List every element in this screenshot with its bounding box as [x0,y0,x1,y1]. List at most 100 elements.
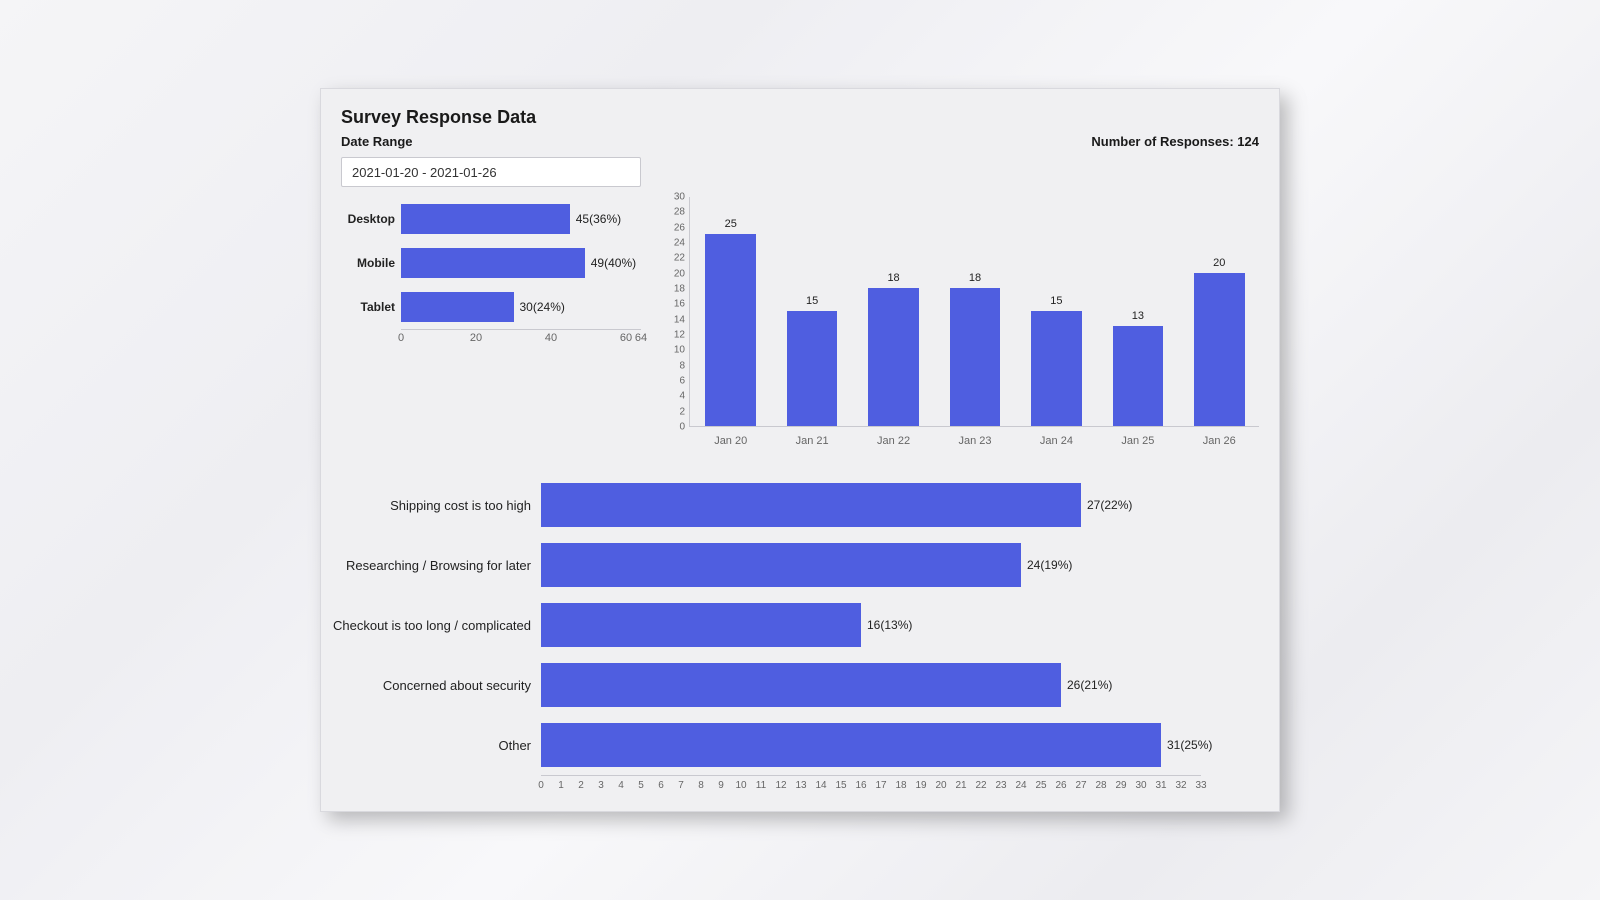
reason-xtick: 6 [658,780,664,791]
reason-xtick: 32 [1175,780,1186,791]
reason-bar-track: 16(13%) [541,603,1259,647]
reason-bar [541,603,861,647]
reason-bar-value: 31(25%) [1167,738,1212,752]
device-row: Mobile 49(40%) [341,241,649,285]
date-range-input[interactable] [341,157,641,187]
daily-bar: 15 [787,311,837,426]
reason-bar [541,483,1081,527]
responses-label: Number of Responses: [1091,134,1233,149]
daily-ytick: 18 [663,284,685,295]
daily-ytick: 10 [663,345,685,356]
reason-label: Shipping cost is too high [281,498,541,513]
reason-xtick: 12 [775,780,786,791]
daily-xtick: Jan 22 [877,435,910,447]
daily-bar: 18 [868,288,918,426]
daily-bar-value: 15 [787,295,837,307]
reason-row: Researching / Browsing for later24(19%) [541,535,1259,595]
daily-ytick: 0 [663,422,685,433]
daily-ytick: 2 [663,406,685,417]
daily-ytick: 8 [663,360,685,371]
panel-header-row: Date Range Number of Responses: 124 [341,134,1259,149]
device-label: Desktop [341,212,401,226]
reason-xtick: 14 [815,780,826,791]
reason-label: Concerned about security [281,678,541,693]
daily-bar: 18 [950,288,1000,426]
reason-xtick: 4 [618,780,624,791]
reason-xtick: 10 [735,780,746,791]
reason-xtick: 7 [678,780,684,791]
reason-bar-value: 24(19%) [1027,558,1072,572]
reason-bar-value: 16(13%) [867,618,912,632]
device-bar-value: 49(40%) [591,256,636,270]
daily-bar: 25 [705,234,755,426]
device-xtick: 20 [470,332,482,344]
reason-xtick: 2 [578,780,584,791]
reason-xtick: 13 [795,780,806,791]
daily-ytick: 6 [663,376,685,387]
reason-xtick: 25 [1035,780,1046,791]
daily-ytick: 14 [663,314,685,325]
daily-bar: 15 [1031,311,1081,426]
daily-bar-value: 25 [705,218,755,230]
reason-label: Checkout is too long / complicated [281,618,541,633]
reason-xtick: 18 [895,780,906,791]
daily-ytick: 20 [663,268,685,279]
responses-count: Number of Responses: 124 [1091,134,1259,149]
reason-label: Other [281,738,541,753]
reason-bar [541,663,1061,707]
device-label: Tablet [341,300,401,314]
daily-bar-value: 13 [1113,310,1163,322]
reason-xtick: 20 [935,780,946,791]
reason-xtick: 21 [955,780,966,791]
device-bar-value: 45(36%) [576,212,621,226]
daily-xtick: Jan 23 [958,435,991,447]
device-bar-value: 30(24%) [520,300,565,314]
reason-xtick: 9 [718,780,724,791]
reason-xtick: 26 [1055,780,1066,791]
reason-xtick: 15 [835,780,846,791]
reason-xtick: 29 [1115,780,1126,791]
daily-ytick: 30 [663,192,685,203]
device-chart: Desktop 45(36%) Mobile 49(40%) Tablet 30(24%)… [341,197,649,455]
reason-xtick: 5 [638,780,644,791]
reason-xtick: 31 [1155,780,1166,791]
reason-row: Checkout is too long / complicated16(13%… [541,595,1259,655]
reason-row: Shipping cost is too high27(22%) [541,475,1259,535]
daily-bar-value: 20 [1194,257,1244,269]
reason-xtick: 30 [1135,780,1146,791]
daily-ytick: 24 [663,238,685,249]
device-label: Mobile [341,256,401,270]
reason-xtick: 8 [698,780,704,791]
daily-ytick: 22 [663,253,685,264]
reason-xtick: 0 [538,780,544,791]
daily-bar-value: 18 [868,272,918,284]
device-bar-track: 49(40%) [401,248,649,278]
reason-xtick: 23 [995,780,1006,791]
reason-bar-track: 31(25%) [541,723,1259,767]
device-row: Desktop 45(36%) [341,197,649,241]
reason-xtick: 3 [598,780,604,791]
daily-ytick: 28 [663,207,685,218]
reason-row: Other31(25%) [541,715,1259,775]
daily-plot: 25Jan 2015Jan 2118Jan 2218Jan 2315Jan 24… [689,197,1259,427]
daily-ytick: 12 [663,330,685,341]
device-bar-track: 30(24%) [401,292,649,322]
reason-xtick: 16 [855,780,866,791]
reason-xtick: 24 [1015,780,1026,791]
date-range-label: Date Range [341,134,413,149]
survey-panel: Survey Response Data Date Range Number o… [320,88,1280,812]
daily-xtick: Jan 20 [714,435,747,447]
reason-bar [541,543,1021,587]
device-xtick: 64 [635,332,647,344]
reason-xtick: 19 [915,780,926,791]
reason-bar-value: 27(22%) [1087,498,1132,512]
daily-xtick: Jan 21 [796,435,829,447]
reason-label: Researching / Browsing for later [281,558,541,573]
reasons-chart: Shipping cost is too high27(22%)Research… [341,475,1259,797]
reason-bar-value: 26(21%) [1067,678,1112,692]
reason-row: Concerned about security26(21%) [541,655,1259,715]
daily-xtick: Jan 26 [1203,435,1236,447]
top-charts-row: Desktop 45(36%) Mobile 49(40%) Tablet 30(24%)… [341,197,1259,455]
daily-ytick: 26 [663,222,685,233]
daily-xtick: Jan 25 [1121,435,1154,447]
